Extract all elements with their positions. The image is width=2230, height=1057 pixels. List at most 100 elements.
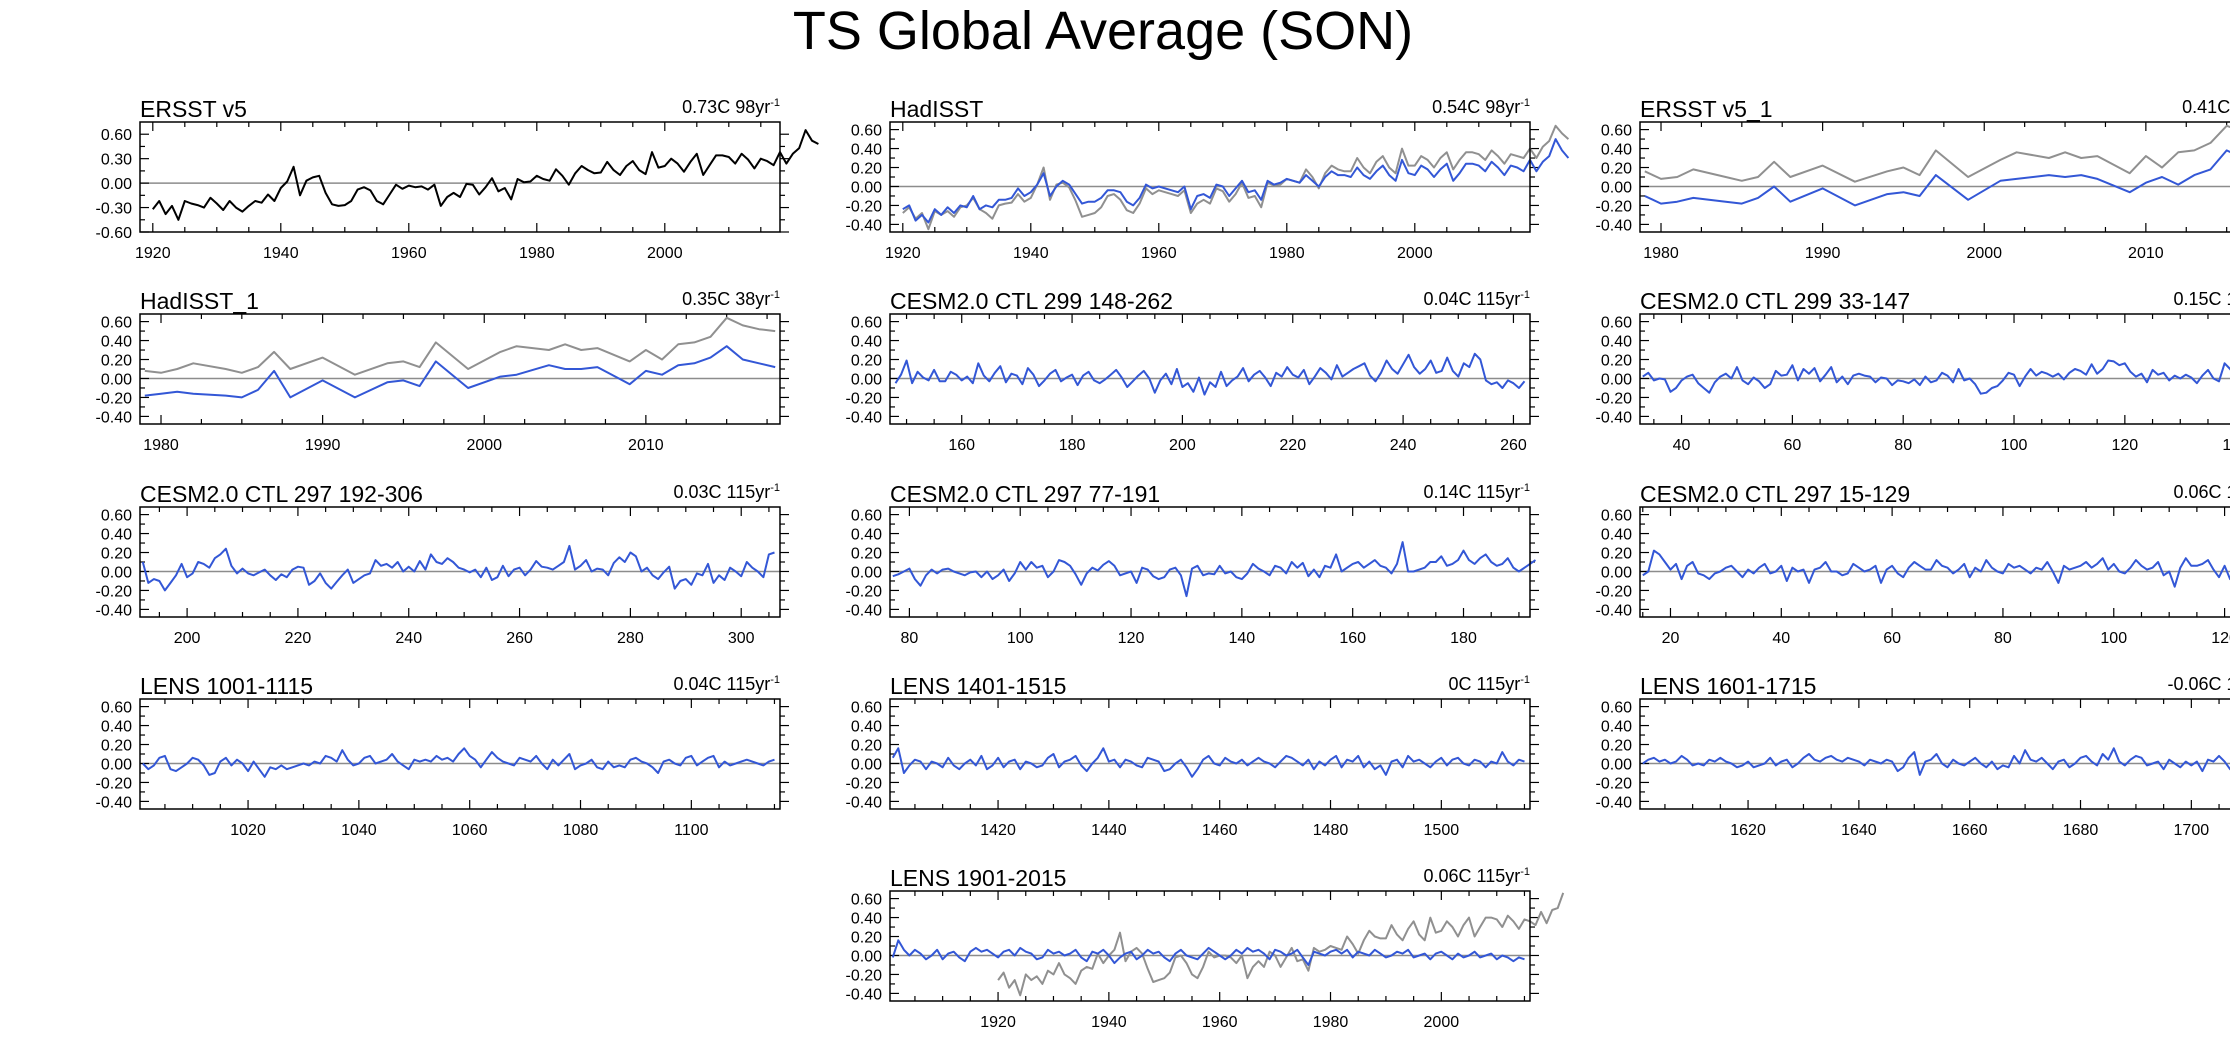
x-tick-label: 220 (285, 630, 312, 647)
x-tick-label: 160 (1339, 630, 1366, 647)
x-tick-label: 40 (1772, 630, 1790, 647)
y-tick-label: 0.40 (851, 334, 882, 351)
x-tick-label: 200 (174, 630, 201, 647)
x-tick-label: 220 (1279, 437, 1306, 454)
y-tick-label: 0.00 (851, 179, 882, 196)
panel-ersst: ERSST v5 0.73C 98yr-1 0.60 0.30 0.00 -0.30 -0.… (96, 96, 819, 288)
x-tick-label: 1990 (1805, 245, 1841, 262)
trend-label: 0.73C 98yr-1 (682, 97, 780, 117)
y-tick-label: 0.40 (101, 719, 132, 736)
panel-title: ERSST v5_1 (1640, 96, 1773, 122)
series-line-blue (1642, 747, 2230, 776)
x-tick-label: 240 (1390, 437, 1417, 454)
y-tick-label: -0.30 (96, 201, 133, 218)
panel-cesm299a: CESM2.0 CTL 299 148-262 0.04C 115yr-1 0.60… (846, 289, 1539, 480)
x-tick-label: 1460 (1202, 822, 1238, 839)
y-tick-label: -0.20 (1596, 390, 1633, 407)
plot-frame (889, 890, 1531, 1002)
x-tick-label: 2000 (1424, 1014, 1460, 1031)
x-tick-label: 1060 (452, 822, 488, 839)
plot-cesm299a: 0.60 0.40 0.200.00 -0.20 -0.40 160 180 200 220 24… (846, 313, 1539, 454)
y-tick-label: -0.40 (1596, 409, 1633, 426)
y-tick-label: 0.40 (1601, 142, 1632, 159)
plot-frame (889, 506, 1531, 618)
y-tick-label: 0.00 (851, 564, 882, 581)
panel-title: ERSST v5 (140, 96, 247, 122)
panel-title: CESM2.0 CTL 297 192-306 (140, 481, 423, 507)
panel-lens1001: LENS 1001-1115 0.04C 115yr-1 0.60 0.40 0.20 0… (96, 673, 789, 865)
y-tick-label: -0.40 (846, 986, 883, 1003)
y-tick-label: -0.40 (1596, 602, 1633, 619)
plot-frame (139, 121, 781, 233)
panel-title: CESM2.0 CTL 299 33-147 (1640, 288, 1911, 314)
x-tick-label: 1980 (519, 245, 555, 262)
y-tick-label: -0.20 (1596, 775, 1633, 792)
plot-frame (1639, 698, 2230, 810)
y-tick-label: 0.60 (851, 892, 882, 909)
x-tick-label: 20 (1662, 630, 1680, 647)
plot-frame (889, 121, 1531, 233)
y-tick-label: -0.20 (846, 967, 883, 984)
series-line-blue (894, 352, 1526, 396)
y-tick-label: 0.20 (851, 738, 882, 755)
series-line-blue (141, 544, 775, 592)
plot-frame (139, 313, 781, 425)
trend-label: 0.14C 115yr-1 (1423, 482, 1530, 502)
y-tick-label: 0.60 (851, 508, 882, 525)
y-tick-label: 0.00 (1601, 371, 1632, 388)
plot-frame (139, 698, 781, 810)
y-tick-label: 0.40 (1601, 527, 1632, 544)
y-tick-label: 0.60 (1601, 508, 1632, 525)
series-line-blue (902, 138, 1570, 224)
y-tick-label: 0.00 (1601, 564, 1632, 581)
trend-label: 0.06C 115yr-1 (2173, 482, 2230, 502)
panel-lens1901: LENS 1901-2015 0.06C 115yr-1 0.60 0.40 0.20 0… (846, 865, 1565, 1057)
y-tick-label: -0.40 (846, 217, 883, 234)
x-tick-label: 1640 (1841, 822, 1877, 839)
plot-cesm297c: 0.60 0.40 0.200.00 -0.20 -0.40 20 40 60 80 100 120 (1596, 506, 2230, 647)
y-tick-label: -0.20 (1596, 198, 1633, 215)
panel-lens1601: LENS 1601-1715 -0.06C 115yr-1 0.60 0.40 0.20… (1596, 674, 2230, 865)
y-tick-label: 0.60 (101, 127, 132, 144)
series-line-blue (891, 747, 1525, 778)
plot-hadisst1: 0.60 0.40 0.200.00 -0.20 -0.40 1980 1990 2000 20… (96, 313, 789, 454)
trend-label: 0.15C 115yr-1 (2173, 289, 2230, 309)
y-tick-label: -0.40 (96, 794, 133, 811)
y-tick-label: 0.40 (101, 527, 132, 544)
panel-title: CESM2.0 CTL 297 77-191 (890, 481, 1161, 507)
panel-title: HadISST (890, 96, 984, 122)
y-tick-label: 0.20 (851, 353, 882, 370)
series-line-blue (1644, 149, 2230, 207)
y-tick-label: -0.40 (1596, 794, 1633, 811)
y-tick-label: 0.30 (101, 152, 132, 169)
series-line-blue (892, 541, 1537, 598)
trend-label: 0C 115yr-1 (1448, 674, 1530, 694)
x-tick-label: 2010 (628, 437, 664, 454)
plot-frame (139, 506, 781, 618)
x-tick-label: 1100 (674, 822, 709, 839)
y-tick-label: -0.40 (846, 602, 883, 619)
panel-title: LENS 1001-1115 (140, 673, 314, 699)
x-tick-label: 1960 (1141, 245, 1177, 262)
y-tick-label: 0.00 (1601, 756, 1632, 773)
panel-hadisst: HadISST 0.54C 98yr-1 0.60 0.40 0.20 0.00 -0.20… (846, 96, 1570, 288)
y-tick-label: -0.40 (96, 602, 133, 619)
y-tick-label: 0.20 (1601, 161, 1632, 178)
series-line-blue (1642, 549, 2230, 588)
plot-frame (1639, 121, 2230, 233)
x-tick-label: 200 (1169, 437, 1196, 454)
x-tick-label: 1940 (1013, 245, 1049, 262)
x-tick-label: 140 (2222, 437, 2230, 454)
trend-label: 0.41C 39yr-1 (2182, 97, 2230, 117)
x-tick-label: 1040 (341, 822, 377, 839)
y-tick-label: 0.00 (101, 564, 132, 581)
panel-title: LENS 1901-2015 (890, 865, 1067, 891)
y-tick-label: 0.00 (851, 948, 882, 965)
trend-label: 0.04C 115yr-1 (1423, 289, 1530, 309)
plot-lens1401: 0.60 0.40 0.200.00 -0.20 -0.40 1420 1440 1460 14… (846, 698, 1539, 839)
panel-cesm297a: CESM2.0 CTL 297 192-306 0.03C 115yr-1 0.60… (96, 481, 789, 673)
y-tick-label: -0.20 (1596, 583, 1633, 600)
trend-label: -0.06C 115yr-1 (2167, 674, 2230, 694)
